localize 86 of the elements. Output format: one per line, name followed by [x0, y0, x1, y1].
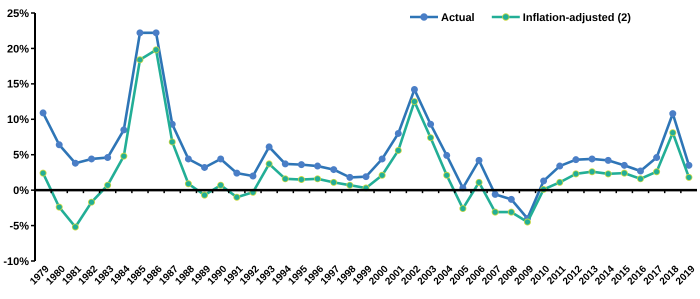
y-tick-label: 20%	[6, 43, 30, 56]
point	[152, 46, 160, 54]
point	[588, 155, 596, 162]
point	[378, 172, 386, 179]
point	[72, 224, 79, 230]
point	[40, 109, 47, 116]
point	[572, 170, 580, 178]
point	[266, 160, 273, 168]
point	[604, 156, 612, 164]
point	[217, 155, 224, 162]
point	[604, 170, 612, 178]
point	[282, 160, 289, 168]
point	[427, 134, 434, 142]
point	[508, 208, 515, 216]
point	[362, 173, 370, 180]
point	[40, 170, 47, 177]
point	[346, 174, 354, 181]
point	[330, 166, 338, 174]
point	[508, 196, 515, 203]
point	[201, 192, 208, 199]
point	[120, 126, 128, 134]
point	[476, 178, 483, 186]
point	[201, 164, 208, 171]
point	[314, 175, 322, 182]
point	[669, 110, 676, 118]
point	[410, 86, 418, 94]
y-tick-label: -5%	[9, 220, 30, 232]
point	[637, 168, 644, 174]
point	[88, 198, 95, 206]
point	[669, 129, 676, 136]
point	[653, 154, 660, 162]
point	[556, 178, 564, 186]
point	[120, 152, 128, 160]
point	[72, 160, 79, 167]
y-tick-label: 5%	[13, 150, 30, 162]
point	[492, 190, 499, 198]
point	[330, 178, 338, 186]
point	[282, 175, 289, 182]
point	[443, 152, 450, 159]
point	[136, 56, 144, 64]
y-tick-label: 0%	[13, 184, 30, 197]
point	[104, 182, 112, 189]
point	[104, 154, 112, 162]
point	[152, 29, 160, 36]
point	[346, 182, 354, 189]
y-tick-label: -10%	[3, 256, 30, 268]
point	[56, 141, 63, 148]
point	[298, 161, 305, 168]
point	[410, 98, 418, 106]
point	[685, 162, 692, 169]
point	[476, 156, 483, 164]
legend-label: Actual	[441, 12, 475, 24]
point	[88, 155, 95, 162]
point	[136, 29, 144, 36]
point	[540, 177, 548, 184]
point	[588, 168, 596, 176]
point	[378, 155, 386, 162]
point	[184, 155, 192, 162]
y-tick-label: 10%	[6, 114, 30, 126]
point	[653, 168, 660, 176]
point	[427, 120, 434, 128]
y-tick-label: 15%	[6, 78, 30, 91]
point	[620, 162, 628, 169]
point	[314, 162, 322, 170]
point	[168, 138, 176, 146]
legend-label: Inflation-adjusted (2)	[522, 12, 632, 24]
point	[184, 180, 192, 188]
point	[394, 130, 402, 137]
point	[620, 170, 628, 177]
point	[556, 162, 564, 170]
point	[217, 182, 224, 189]
point	[492, 208, 499, 216]
point	[266, 143, 273, 150]
point	[685, 174, 692, 181]
point	[524, 218, 531, 226]
point	[572, 156, 580, 164]
point	[394, 146, 402, 154]
point	[249, 172, 256, 180]
point	[459, 205, 466, 212]
point	[233, 194, 240, 201]
point	[56, 204, 63, 211]
point	[298, 176, 305, 183]
point	[233, 170, 240, 177]
point	[443, 172, 450, 179]
y-tick-label: 25%	[6, 8, 30, 20]
point	[637, 175, 644, 182]
